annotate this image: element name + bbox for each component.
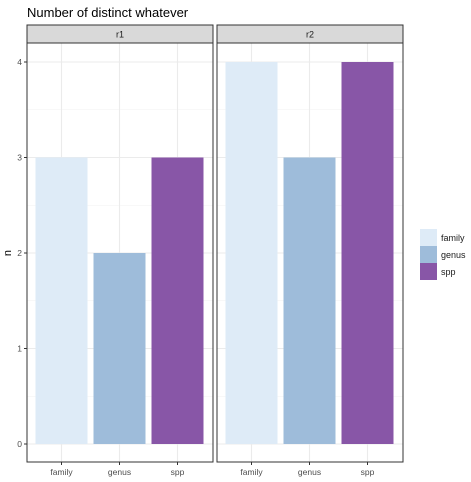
x-tick-label-spp: spp [361,467,375,477]
bar-r1-genus [93,253,146,444]
legend-label-genus: genus [441,250,466,260]
y-tick-label-2: 2 [17,248,22,258]
facet-strip-label: r1 [116,30,124,40]
x-tick-label-family: family [50,467,73,477]
facet-panel-r1: r1 family genus spp 0 1 2 3 4 [17,24,214,477]
legend-key-family [420,229,437,246]
bar-r2-genus [283,157,336,444]
legend-label-spp: spp [441,267,456,277]
bar-r1-family [35,157,88,444]
y-tick-label-1: 1 [17,344,22,354]
y-tick-label-4: 4 [17,57,22,67]
facet-panels: r1 family genus spp 0 1 2 3 4 r2 family genus spp [17,24,404,477]
legend-key-genus [420,246,437,263]
bar-r2-spp [341,62,394,444]
chart-title: Number of distinct whatever [27,5,189,20]
facet-strip-label: r2 [306,30,314,40]
y-axis-title: n [2,250,14,256]
legend: family genus spp [420,229,466,280]
x-tick-label-genus: genus [298,467,321,477]
bar-r1-spp [151,157,204,444]
bar-r2-family [225,62,278,444]
y-tick-label-3: 3 [17,153,22,163]
facet-panel-r2: r2 family genus spp [216,24,404,477]
x-tick-label-spp: spp [171,467,185,477]
legend-label-family: family [441,233,465,243]
x-tick-label-genus: genus [108,467,131,477]
y-tick-label-0: 0 [17,439,22,449]
x-tick-label-family: family [240,467,263,477]
legend-key-spp [420,263,437,280]
